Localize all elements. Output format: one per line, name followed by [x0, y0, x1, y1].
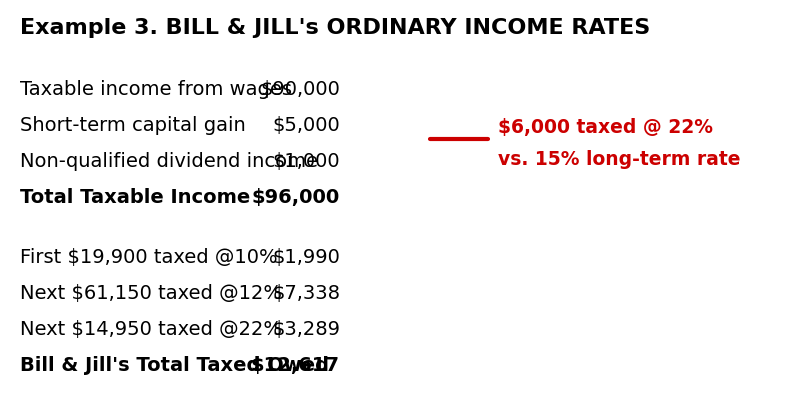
Text: $6,000 taxed @ 22%: $6,000 taxed @ 22% [498, 118, 713, 137]
Text: $1,990: $1,990 [272, 247, 340, 266]
Text: $12,617: $12,617 [251, 355, 340, 374]
Text: $1,000: $1,000 [272, 152, 340, 170]
Text: Non-qualified dividend income: Non-qualified dividend income [20, 152, 318, 170]
Text: $90,000: $90,000 [260, 80, 340, 99]
Text: $96,000: $96,000 [252, 188, 340, 207]
Text: $5,000: $5,000 [272, 116, 340, 135]
Text: Taxable income from wages: Taxable income from wages [20, 80, 292, 99]
Text: Next $14,950 taxed @22%: Next $14,950 taxed @22% [20, 319, 282, 338]
Text: Bill & Jill's Total Taxed Owed: Bill & Jill's Total Taxed Owed [20, 355, 329, 374]
Text: Next $61,150 taxed @12%: Next $61,150 taxed @12% [20, 283, 282, 302]
Text: Short-term capital gain: Short-term capital gain [20, 116, 246, 135]
Text: $3,289: $3,289 [272, 319, 340, 338]
Text: First $19,900 taxed @10%: First $19,900 taxed @10% [20, 247, 278, 266]
Text: Total Taxable Income: Total Taxable Income [20, 188, 250, 207]
Text: $7,338: $7,338 [272, 283, 340, 302]
Text: vs. 15% long-term rate: vs. 15% long-term rate [498, 150, 741, 168]
Text: Example 3. BILL & JILL's ORDINARY INCOME RATES: Example 3. BILL & JILL's ORDINARY INCOME… [20, 18, 650, 38]
